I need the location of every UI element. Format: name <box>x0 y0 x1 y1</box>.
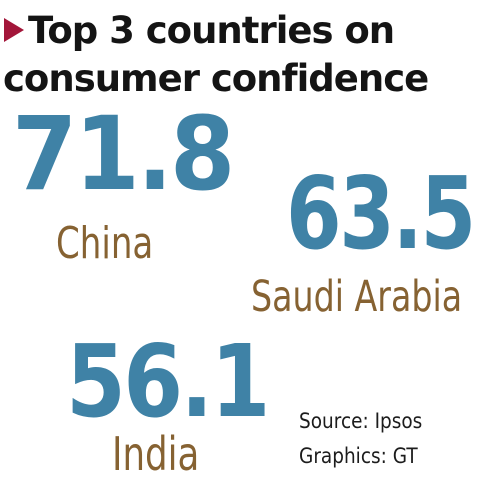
page-title-line-1: Top 3 countries on <box>28 9 395 52</box>
stat-country-china: China <box>56 218 154 269</box>
stat-value-china: 71.8 <box>12 95 235 214</box>
page-title-line-2: consumer confidence <box>3 57 429 100</box>
graphics-credit: Graphics: GT <box>299 444 418 468</box>
title-marker-icon <box>4 18 24 42</box>
stat-value-saudi-arabia: 63.5 <box>286 155 476 272</box>
stat-value-india: 56.1 <box>66 323 270 440</box>
stat-country-india: India <box>112 427 200 481</box>
stat-country-saudi-arabia: Saudi Arabia <box>251 272 463 322</box>
source-note: Source: Ipsos <box>299 409 423 433</box>
